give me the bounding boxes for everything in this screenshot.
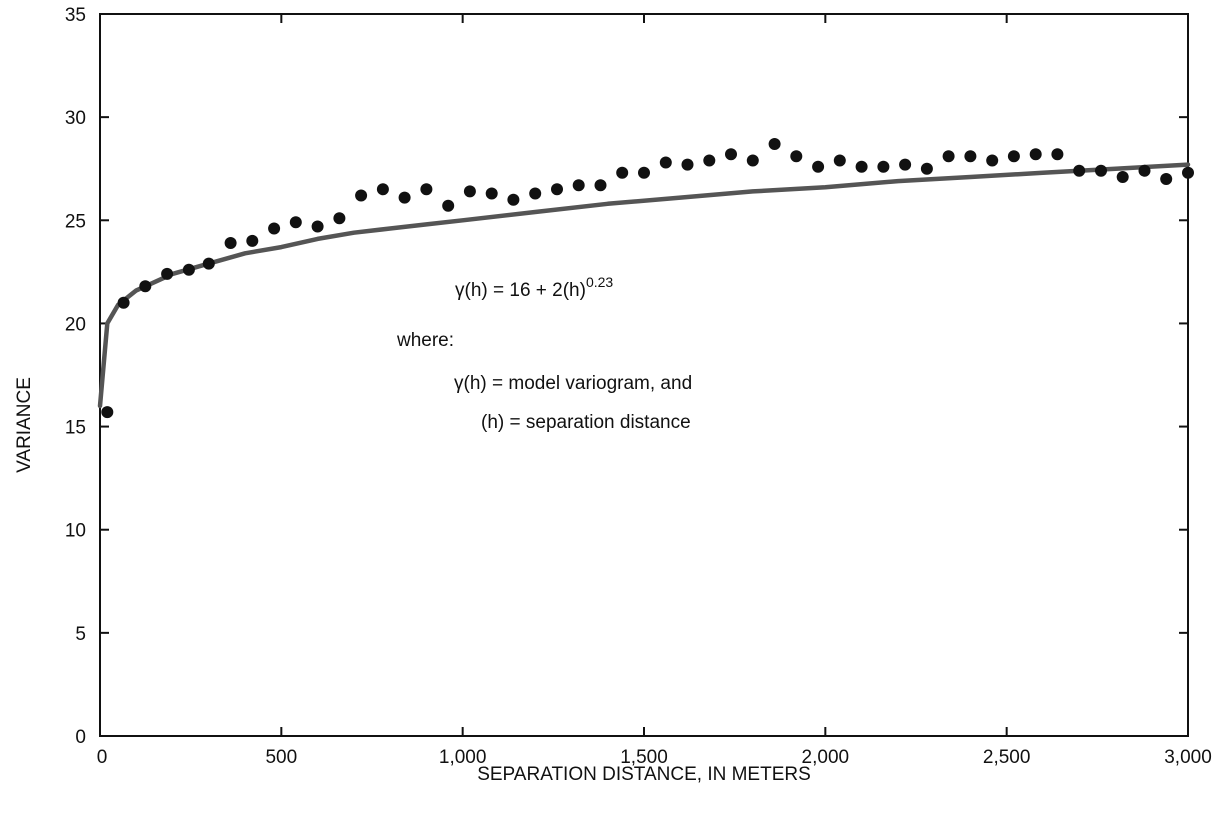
data-point	[855, 160, 868, 173]
x-tick-label: 3,000	[1164, 747, 1212, 768]
data-point	[101, 406, 114, 419]
x-tick-label: 1,500	[620, 747, 668, 768]
data-point	[463, 185, 476, 198]
data-point	[507, 193, 520, 206]
where-label: where:	[396, 330, 454, 351]
equation-main: γ(h) = 16 + 2(h)0.23	[455, 274, 613, 301]
data-point	[161, 267, 174, 280]
y-tick-label: 0	[75, 727, 86, 748]
data-point	[117, 296, 130, 309]
data-point	[311, 220, 324, 233]
x-tick-label: 0	[97, 747, 108, 768]
x-tick-label: 2,000	[802, 747, 850, 768]
data-point	[202, 257, 215, 270]
data-point	[681, 158, 694, 171]
x-tick-label: 500	[265, 747, 297, 768]
y-tick-label: 35	[65, 5, 86, 26]
model-variogram-line	[97, 162, 1191, 409]
data-point	[355, 189, 368, 202]
data-point	[442, 199, 455, 212]
data-point	[572, 179, 585, 192]
data-point	[376, 183, 389, 196]
x-tick-label: 1,000	[439, 747, 487, 768]
data-point	[638, 166, 650, 179]
y-tick-label: 25	[65, 211, 86, 232]
data-point	[268, 222, 281, 235]
data-point	[1007, 150, 1020, 163]
data-point	[986, 154, 999, 167]
x-axis-ticks: 0 500 1,000 1,500 2,000 2,500 3,000	[97, 14, 1212, 768]
data-point	[1029, 148, 1042, 161]
y-tick-label: 10	[65, 521, 86, 542]
y-tick-label: 30	[65, 108, 86, 129]
data-point	[920, 162, 933, 175]
data-point	[877, 160, 890, 173]
data-point	[139, 280, 152, 293]
data-point	[616, 166, 629, 179]
equation-main-text: γ(h) = 16 + 2(h)	[455, 280, 586, 301]
data-point	[246, 234, 259, 247]
y-axis-title: VARIANCE	[14, 377, 35, 473]
y-tick-label: 5	[75, 624, 86, 645]
equation-annotation: γ(h) = 16 + 2(h)0.23 where: γ(h) = model…	[396, 274, 692, 433]
y-tick-label: 15	[65, 418, 86, 439]
data-point	[529, 187, 542, 200]
data-point	[746, 154, 759, 167]
data-point	[703, 154, 716, 167]
data-point	[964, 150, 977, 163]
data-point	[1138, 164, 1151, 177]
x-axis-title: SEPARATION DISTANCE, IN METERS	[477, 764, 811, 785]
x-tick-label: 2,500	[983, 747, 1031, 768]
equation-exponent: 0.23	[586, 274, 613, 290]
data-point	[224, 237, 237, 249]
data-point	[594, 179, 607, 192]
data-point	[1160, 173, 1173, 185]
data-point	[1182, 166, 1194, 179]
data-point	[659, 156, 672, 169]
data-point	[833, 154, 846, 167]
data-point	[182, 263, 195, 276]
y-axis-ticks: 0 5 10 15 20 25 30 35	[65, 5, 1188, 748]
data-point	[333, 212, 346, 225]
data-point	[1095, 164, 1107, 177]
data-point	[551, 183, 563, 196]
data-point	[1116, 171, 1129, 183]
data-point	[420, 183, 433, 196]
data-point	[899, 158, 912, 171]
y-tick-label: 20	[65, 314, 86, 335]
data-point	[790, 150, 803, 163]
experimental-variogram-points	[101, 138, 1194, 419]
data-point	[485, 187, 498, 200]
data-point	[1073, 164, 1086, 177]
data-point	[1051, 148, 1064, 161]
definition-gamma: γ(h) = model variogram, and	[454, 373, 692, 394]
data-point	[942, 150, 955, 163]
data-point	[812, 160, 825, 173]
definition-h: (h) = separation distance	[481, 412, 691, 433]
data-point	[768, 138, 781, 150]
data-point	[398, 191, 411, 204]
data-point	[725, 148, 737, 161]
data-point	[289, 216, 302, 229]
